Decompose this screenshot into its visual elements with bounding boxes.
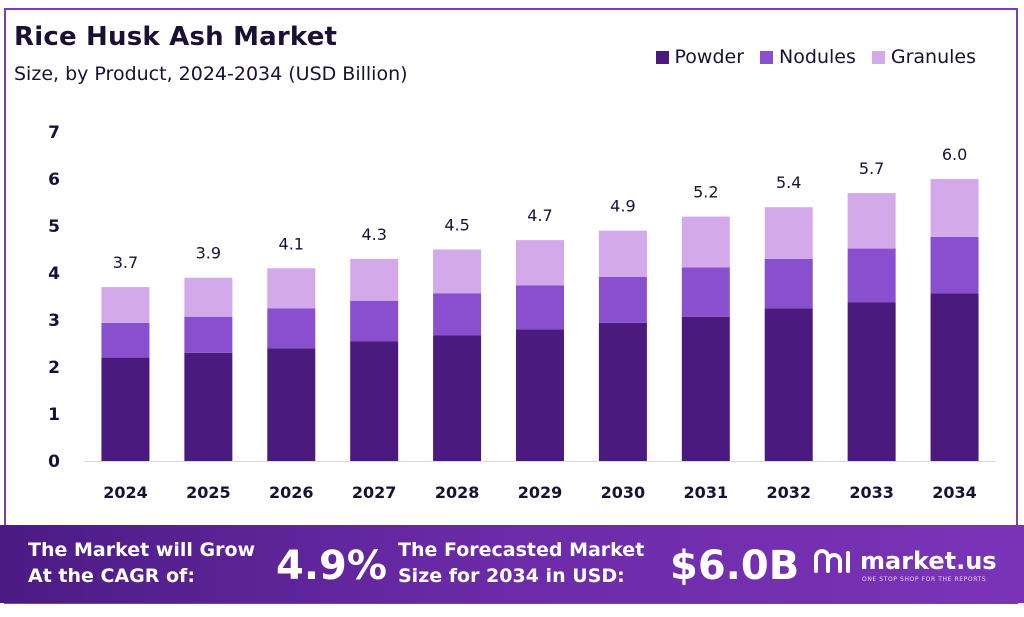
bar-total-label: 3.9	[196, 244, 221, 263]
bar-segment-powder-2030	[598, 322, 647, 461]
cagr-label-line2: At the CAGR of:	[28, 565, 195, 587]
bar-total-label: 4.3	[361, 225, 386, 244]
cagr-value: 4.9%	[276, 543, 387, 589]
bar-segment-powder-2033	[847, 302, 896, 461]
bar-segment-nodules-2024	[101, 322, 150, 358]
bar-total-label: 4.7	[527, 206, 552, 225]
bar-total-label: 4.1	[279, 234, 304, 253]
forecast-label-line2: Size for 2034 in USD:	[398, 565, 625, 587]
bar-total-label: 5.7	[859, 159, 884, 178]
cagr-label-line1: The Market will Grow	[28, 539, 256, 561]
bar-segment-powder-2028	[433, 335, 482, 461]
bar-segment-granules-2031	[681, 216, 730, 268]
bar-segment-nodules-2034	[930, 236, 979, 294]
y-tick-label: 7	[48, 123, 60, 143]
x-tick-label: 2031	[684, 483, 729, 502]
bar-segment-granules-2030	[598, 230, 647, 277]
x-tick-label: 2034	[932, 483, 977, 502]
y-tick-label: 0	[48, 452, 60, 472]
legend-label-powder: Powder	[674, 46, 745, 68]
y-tick-label: 6	[48, 170, 60, 190]
legend: Powder Nodules Granules	[655, 46, 976, 68]
legend-item-nodules: Nodules	[760, 46, 856, 68]
bar-segment-granules-2033	[847, 193, 896, 249]
bar-segment-granules-2034	[930, 179, 979, 237]
x-tick-label: 2028	[435, 483, 480, 502]
x-tick-label: 2024	[103, 483, 148, 502]
bar-segment-powder-2024	[101, 357, 150, 461]
market-us-logo: market.us	[812, 547, 997, 575]
bar-segment-nodules-2031	[681, 267, 730, 317]
bar-segment-nodules-2028	[433, 293, 482, 336]
y-tick-label: 3	[48, 311, 60, 331]
bar-segment-granules-2028	[433, 249, 482, 294]
x-tick-label: 2029	[518, 483, 563, 502]
bar-segment-powder-2031	[681, 316, 730, 461]
legend-item-granules: Granules	[871, 46, 976, 68]
x-tick-label: 2026	[269, 483, 314, 502]
x-tick-label: 2025	[186, 483, 231, 502]
market-us-logo-icon	[814, 549, 850, 573]
logo-tagline: ONE STOP SHOP FOR THE REPORTS	[862, 576, 987, 583]
forecast-value: $6.0B	[670, 543, 800, 589]
y-tick-label: 5	[48, 217, 60, 237]
legend-swatch-nodules	[760, 50, 774, 64]
x-tick-label: 2027	[352, 483, 397, 502]
bar-segment-powder-2027	[350, 341, 399, 461]
legend-swatch-powder	[655, 50, 669, 64]
x-tick-label: 2033	[849, 483, 894, 502]
y-tick-label: 1	[48, 405, 60, 425]
bar-total-label: 3.7	[113, 253, 138, 272]
bar-segment-nodules-2029	[516, 285, 564, 330]
bar-segment-powder-2025	[184, 352, 233, 461]
bar-segment-nodules-2030	[598, 276, 647, 323]
bar-segment-powder-2029	[516, 329, 564, 461]
bar-segment-granules-2025	[184, 277, 233, 317]
bar-segment-powder-2032	[764, 308, 813, 461]
legend-item-powder: Powder	[655, 46, 745, 68]
x-tick-label: 2032	[766, 483, 811, 502]
bar-segment-granules-2027	[350, 258, 399, 301]
bar-segment-nodules-2025	[184, 316, 233, 353]
legend-label-nodules: Nodules	[779, 46, 856, 68]
bar-segment-granules-2026	[267, 268, 316, 309]
logo-text: market.us	[860, 547, 997, 575]
y-tick-label: 4	[48, 264, 60, 284]
chart-subtitle: Size, by Product, 2024-2034 (USD Billion…	[14, 63, 408, 85]
forecast-label: The Forecasted Market Size for 2034 in U…	[398, 537, 644, 589]
bar-total-label: 5.4	[776, 173, 801, 192]
chart-title: Rice Husk Ash Market	[14, 22, 338, 52]
legend-label-granules: Granules	[890, 46, 976, 68]
legend-swatch-granules	[871, 50, 885, 64]
bar-segment-granules-2029	[516, 240, 564, 286]
bar-segment-granules-2024	[101, 287, 150, 323]
bar-total-label: 4.5	[444, 216, 469, 235]
forecast-label-line1: The Forecasted Market	[398, 539, 645, 561]
bar-segment-granules-2032	[764, 207, 813, 259]
summary-banner: The Market will Grow At the CAGR of: 4.9…	[0, 525, 1024, 603]
stacked-bar-chart: 0 1 2 3 4 5 6 7 3.7 2024 3.9 2025 4.1 2026 4.3 2027 4.5 2…	[48, 123, 996, 502]
bar-segment-powder-2026	[267, 348, 316, 461]
bar-segment-nodules-2027	[350, 300, 399, 342]
bar-segment-nodules-2033	[847, 248, 896, 303]
y-tick-label: 2	[48, 358, 60, 378]
bar-segment-nodules-2032	[764, 258, 813, 309]
bar-total-label: 6.0	[942, 145, 967, 164]
bar-segment-powder-2034	[930, 293, 979, 461]
cagr-label: The Market will Grow At the CAGR of:	[28, 537, 255, 589]
bar-segment-nodules-2026	[267, 308, 316, 349]
x-tick-label: 2030	[601, 483, 646, 502]
bar-total-label: 4.9	[610, 197, 635, 216]
bar-total-label: 5.2	[693, 183, 718, 202]
